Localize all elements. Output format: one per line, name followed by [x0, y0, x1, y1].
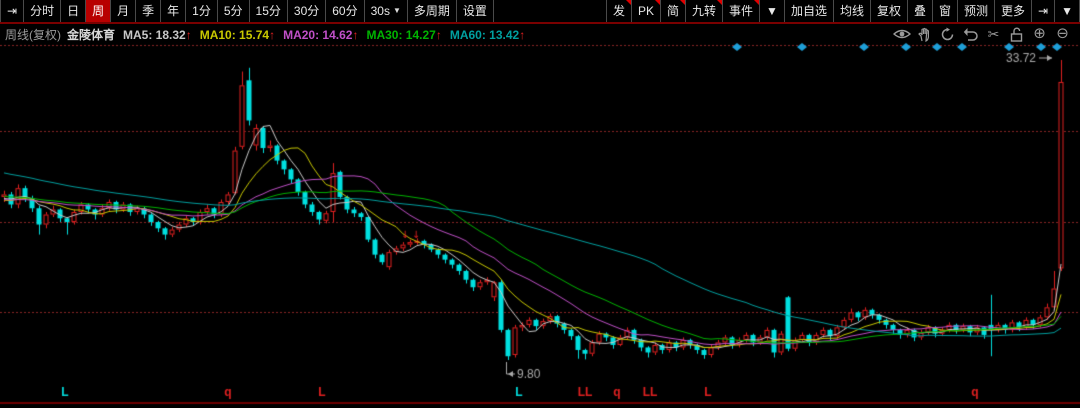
red-corner-badge — [655, 0, 660, 5]
tab-year-label: 年 — [167, 4, 180, 18]
jian-button[interactable]: 简 — [661, 0, 687, 22]
toolbar: ⇥ 分时日周月季年 1分 5分 15分 30分 60分 30s ▼ 多周期 设置 发 PK 简九转 事件 ▼… — [0, 0, 1080, 24]
stock-name: 金陵体育 — [67, 28, 116, 42]
tab-day-label: 日 — [67, 4, 80, 18]
zoom-in-icon[interactable]: ⊕ — [1033, 25, 1046, 42]
tab-5min[interactable]: 5分 — [218, 0, 250, 22]
up-arrow-icon: ↑ — [519, 27, 526, 42]
tab-5min-label: 5分 — [223, 4, 243, 18]
collapse-right-icon-label: ⇥ — [1038, 4, 1049, 18]
period-label: 周线(复权) — [5, 28, 61, 42]
settings-button-label: 设置 — [462, 4, 487, 18]
red-corner-badge — [754, 0, 760, 5]
overlay-button-label: 叠 — [913, 4, 926, 18]
tab-30s-label: 30s — [370, 4, 390, 18]
undo-icon[interactable] — [959, 26, 982, 42]
window-button-label: 窗 — [939, 4, 952, 18]
tab-fenshi-label: 分时 — [30, 4, 55, 18]
tab-day[interactable]: 日 — [61, 0, 87, 22]
ma-value-60: MA60: 13.42↑ — [449, 27, 526, 42]
collapse-left-icon[interactable]: ⇥ — [0, 0, 25, 22]
tab-week-label: 周 — [92, 4, 105, 18]
tab-fenshi[interactable]: 分时 — [24, 0, 62, 22]
tab-30s[interactable]: 30s ▼ — [365, 0, 408, 22]
fa-button[interactable]: 发 — [605, 0, 632, 22]
ma-value-30: MA30: 14.27↑ — [366, 27, 442, 42]
fuquan-button-label: 复权 — [876, 4, 901, 18]
tab-quarter[interactable]: 季 — [136, 0, 162, 22]
tab-year[interactable]: 年 — [161, 0, 187, 22]
tab-15min-label: 15分 — [255, 4, 281, 18]
tool-button-group: 发 PK 简九转 事件 ▼ 加自选 均线 复权叠窗预测 更多 ⇥ ▼ — [605, 0, 1080, 22]
tab-60min[interactable]: 60分 — [326, 0, 365, 22]
collapse-left-icon-label: ⇥ — [7, 4, 18, 18]
replay-icon[interactable] — [936, 26, 959, 42]
tab-month-label: 月 — [117, 4, 130, 18]
add-watchlist-button-label: 加自选 — [790, 4, 827, 18]
events-button[interactable]: 事件 — [723, 0, 761, 22]
eye-icon[interactable] — [890, 26, 913, 42]
forecast-button-label: 预测 — [964, 4, 989, 18]
forecast-button[interactable]: 预测 — [958, 0, 996, 22]
tab-1min-label: 1分 — [192, 4, 211, 18]
events-caret-label: ▼ — [766, 4, 778, 18]
tab-1min[interactable]: 1分 — [186, 0, 218, 22]
up-arrow-icon: ↑ — [352, 27, 359, 42]
tab-week[interactable]: 周 — [86, 0, 112, 22]
more-button[interactable]: 更多 — [995, 0, 1033, 22]
tab-60min-label: 60分 — [332, 4, 358, 18]
jiuzhuan-button[interactable]: 九转 — [686, 0, 724, 22]
chart-tool-strip: ✂ ⊕ ⊖ — [890, 26, 1074, 42]
jiuzhuan-button-label: 九转 — [692, 4, 717, 18]
ma-value-20: MA20: 14.62↑ — [283, 27, 359, 42]
ma-value-5: MA5: 18.32↑ — [123, 27, 192, 42]
candlestick-chart[interactable] — [0, 24, 1080, 408]
collapse-right-icon[interactable]: ⇥ — [1032, 0, 1056, 22]
scissors-icon[interactable]: ✂ — [987, 26, 1000, 42]
zoom-out-icon[interactable]: ⊖ — [1056, 25, 1069, 42]
red-corner-badge — [625, 0, 631, 5]
up-arrow-icon: ↑ — [269, 27, 276, 42]
indicator-row: 周线(复权) 金陵体育 MA5: 18.32↑ MA10: 15.74↑ MA20:… — [5, 26, 533, 43]
tab-quarter-label: 季 — [142, 4, 155, 18]
add-watchlist-button[interactable]: 加自选 — [785, 0, 834, 22]
settings-button[interactable]: 设置 — [457, 0, 494, 22]
ma-value-10: MA10: 15.74↑ — [199, 27, 276, 42]
red-corner-badge — [680, 0, 686, 5]
pk-button[interactable]: PK — [632, 0, 661, 22]
tab-multi-period[interactable]: 多周期 — [408, 0, 457, 22]
tab-month[interactable]: 月 — [111, 0, 137, 22]
tab-30min-label: 30分 — [293, 4, 320, 18]
tab-15min[interactable]: 15分 — [250, 0, 288, 22]
ma-toggle-button-label: 均线 — [839, 4, 864, 18]
hand-icon[interactable] — [913, 26, 936, 42]
ma-values: MA5: 18.32↑ MA10: 15.74↑ MA20: 14.62↑ MA30:… — [123, 28, 533, 42]
unlock-icon[interactable] — [1005, 26, 1028, 42]
ma-toggle-button[interactable]: 均线 — [834, 0, 871, 22]
events-button-label: 事件 — [729, 4, 754, 18]
more-caret[interactable]: ▼ — [1055, 0, 1080, 22]
chevron-down-icon: ▼ — [392, 6, 401, 15]
red-corner-badge — [717, 0, 723, 5]
overlay-button[interactable]: 叠 — [908, 0, 933, 22]
up-arrow-icon: ↑ — [185, 27, 192, 42]
up-arrow-icon: ↑ — [435, 27, 442, 42]
fuquan-button[interactable]: 复权 — [871, 0, 908, 22]
more-caret-label: ▼ — [1061, 4, 1073, 18]
jian-button-label: 简 — [667, 4, 680, 18]
period-tab-group: ⇥ 分时日周月季年 1分 5分 15分 30分 60分 30s ▼ 多周期 设置 — [0, 0, 494, 22]
more-button-label: 更多 — [1001, 4, 1026, 18]
fa-button-label: 发 — [612, 4, 625, 18]
events-caret[interactable]: ▼ — [760, 0, 785, 22]
window-button[interactable]: 窗 — [933, 0, 959, 22]
tab-multi-period-label: 多周期 — [413, 4, 450, 18]
pk-button-label: PK — [637, 4, 654, 18]
tab-30min[interactable]: 30分 — [288, 0, 327, 22]
chart-area: 周线(复权) 金陵体育 MA5: 18.32↑ MA10: 15.74↑ MA20:… — [0, 24, 1080, 408]
